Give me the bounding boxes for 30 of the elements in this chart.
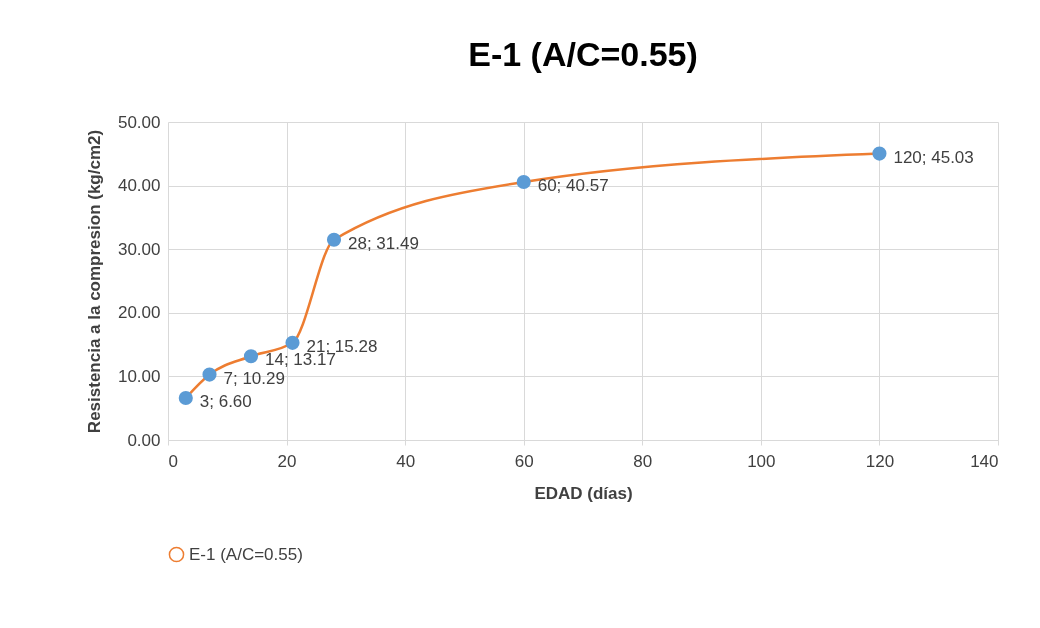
x-axis-title: EDAD (días) bbox=[534, 483, 633, 503]
x-tick-label: 100 bbox=[747, 451, 776, 471]
x-tick-label: 120 bbox=[865, 451, 895, 471]
point bbox=[872, 146, 887, 161]
y-tick-label: 30.00 bbox=[117, 239, 161, 259]
data-label: 28; 31.49 bbox=[348, 233, 419, 253]
point bbox=[243, 349, 259, 364]
y-axis-title: Resistencia a la compresion (kg/cm2) bbox=[84, 129, 104, 434]
y-tick-label: 20.00 bbox=[117, 303, 161, 323]
legend-label: E-1 (A/C=0.55) bbox=[189, 544, 303, 564]
x-tick-label: 40 bbox=[396, 451, 416, 471]
data-label: 7; 10.29 bbox=[223, 368, 285, 388]
y-tick-label: 50.00 bbox=[117, 112, 161, 132]
point bbox=[178, 390, 193, 406]
point bbox=[285, 335, 300, 350]
y-tick-label: 0.00 bbox=[127, 430, 161, 450]
data-label: 3; 6.60 bbox=[199, 392, 252, 412]
y-tick-label: 40.00 bbox=[117, 176, 161, 196]
point bbox=[326, 232, 342, 247]
point bbox=[516, 174, 531, 190]
x-tick-label: 60 bbox=[514, 451, 534, 471]
chart-title: E-1 (A/C=0.55) bbox=[468, 35, 698, 73]
y-tick-label: 10.00 bbox=[117, 366, 161, 386]
x-tick-label: 80 bbox=[633, 451, 653, 471]
x-tick-label: 0 bbox=[168, 451, 178, 471]
x-tick-label: 20 bbox=[277, 451, 297, 471]
point bbox=[202, 367, 217, 382]
data-label: 120; 45.03 bbox=[893, 147, 974, 167]
x-tick-label: 140 bbox=[970, 451, 999, 471]
data-label: 60; 40.57 bbox=[537, 175, 609, 195]
